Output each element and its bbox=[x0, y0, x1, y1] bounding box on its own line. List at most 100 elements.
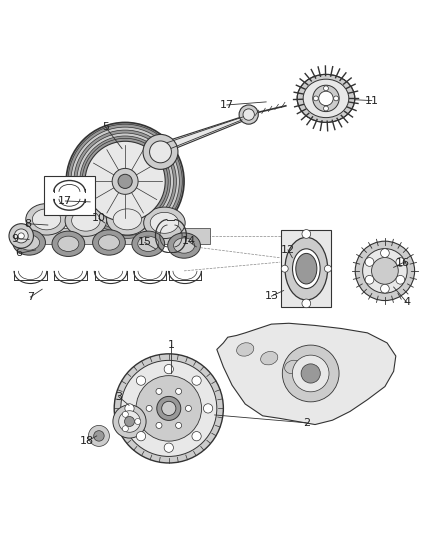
Ellipse shape bbox=[72, 210, 100, 231]
Ellipse shape bbox=[168, 233, 201, 258]
Ellipse shape bbox=[58, 236, 79, 252]
Circle shape bbox=[302, 299, 311, 308]
Ellipse shape bbox=[293, 249, 320, 288]
Text: 10: 10 bbox=[92, 214, 106, 223]
Circle shape bbox=[239, 105, 258, 124]
Ellipse shape bbox=[303, 79, 349, 118]
Circle shape bbox=[164, 443, 173, 453]
Circle shape bbox=[319, 91, 333, 106]
Circle shape bbox=[68, 124, 182, 239]
Circle shape bbox=[176, 423, 182, 429]
Text: 2: 2 bbox=[303, 418, 310, 428]
Ellipse shape bbox=[309, 369, 326, 382]
Circle shape bbox=[125, 404, 134, 413]
Polygon shape bbox=[16, 228, 210, 244]
Circle shape bbox=[355, 241, 415, 301]
Circle shape bbox=[136, 376, 201, 441]
Text: 6: 6 bbox=[15, 248, 22, 259]
Circle shape bbox=[334, 96, 339, 101]
Circle shape bbox=[113, 405, 146, 438]
Ellipse shape bbox=[173, 238, 194, 253]
Ellipse shape bbox=[65, 205, 106, 236]
Circle shape bbox=[80, 136, 170, 227]
Circle shape bbox=[302, 230, 311, 238]
Circle shape bbox=[112, 168, 138, 195]
Text: 5: 5 bbox=[102, 122, 109, 132]
Circle shape bbox=[324, 106, 328, 111]
Ellipse shape bbox=[285, 237, 328, 300]
Circle shape bbox=[136, 432, 146, 441]
Bar bbox=[281, 230, 332, 307]
Ellipse shape bbox=[296, 253, 317, 284]
Polygon shape bbox=[154, 115, 249, 157]
Circle shape bbox=[119, 411, 140, 432]
Ellipse shape bbox=[92, 230, 125, 255]
Circle shape bbox=[14, 229, 28, 243]
Ellipse shape bbox=[106, 204, 148, 235]
Circle shape bbox=[281, 265, 288, 272]
Text: 17: 17 bbox=[58, 196, 72, 206]
Circle shape bbox=[94, 431, 104, 441]
Circle shape bbox=[371, 257, 398, 284]
Circle shape bbox=[325, 265, 332, 272]
Circle shape bbox=[243, 109, 254, 120]
Circle shape bbox=[324, 86, 328, 91]
Circle shape bbox=[122, 426, 128, 432]
Text: 1: 1 bbox=[167, 340, 174, 350]
Ellipse shape bbox=[13, 230, 46, 255]
Text: 18: 18 bbox=[80, 436, 94, 446]
Circle shape bbox=[365, 257, 374, 266]
Ellipse shape bbox=[113, 209, 141, 230]
Text: 16: 16 bbox=[396, 258, 410, 268]
Circle shape bbox=[185, 406, 191, 411]
Circle shape bbox=[157, 397, 181, 421]
Ellipse shape bbox=[18, 235, 39, 250]
Circle shape bbox=[118, 174, 132, 189]
Circle shape bbox=[162, 401, 176, 416]
Ellipse shape bbox=[138, 236, 159, 252]
Circle shape bbox=[85, 141, 165, 221]
Text: 13: 13 bbox=[265, 291, 279, 301]
Text: 4: 4 bbox=[403, 297, 410, 308]
Ellipse shape bbox=[99, 235, 120, 250]
Circle shape bbox=[18, 233, 24, 239]
Text: 15: 15 bbox=[138, 238, 152, 247]
Text: 9: 9 bbox=[11, 233, 18, 244]
Ellipse shape bbox=[261, 351, 278, 365]
Circle shape bbox=[66, 123, 184, 240]
Circle shape bbox=[164, 365, 173, 374]
Circle shape bbox=[396, 276, 405, 284]
Ellipse shape bbox=[285, 360, 302, 374]
Bar bbox=[44, 176, 95, 215]
Circle shape bbox=[71, 127, 179, 236]
Circle shape bbox=[74, 130, 177, 232]
Ellipse shape bbox=[144, 207, 185, 239]
Circle shape bbox=[314, 96, 318, 101]
Text: 14: 14 bbox=[181, 236, 195, 246]
Circle shape bbox=[135, 418, 141, 424]
Circle shape bbox=[363, 248, 407, 293]
Circle shape bbox=[192, 376, 201, 385]
Ellipse shape bbox=[150, 212, 179, 233]
Ellipse shape bbox=[26, 204, 67, 235]
Circle shape bbox=[146, 406, 152, 411]
Circle shape bbox=[313, 85, 339, 111]
Circle shape bbox=[381, 284, 389, 293]
Polygon shape bbox=[217, 323, 396, 425]
Circle shape bbox=[396, 257, 405, 266]
Circle shape bbox=[156, 389, 162, 394]
Text: 3: 3 bbox=[115, 392, 122, 401]
Circle shape bbox=[124, 416, 134, 426]
Circle shape bbox=[365, 276, 374, 284]
Circle shape bbox=[9, 224, 33, 248]
Circle shape bbox=[121, 360, 217, 456]
Text: 11: 11 bbox=[365, 95, 379, 106]
Circle shape bbox=[203, 404, 213, 413]
Ellipse shape bbox=[32, 209, 61, 230]
Circle shape bbox=[292, 355, 329, 392]
Circle shape bbox=[381, 249, 389, 257]
Circle shape bbox=[77, 133, 173, 230]
Ellipse shape bbox=[297, 75, 355, 123]
Ellipse shape bbox=[237, 343, 254, 356]
Circle shape bbox=[156, 423, 162, 429]
